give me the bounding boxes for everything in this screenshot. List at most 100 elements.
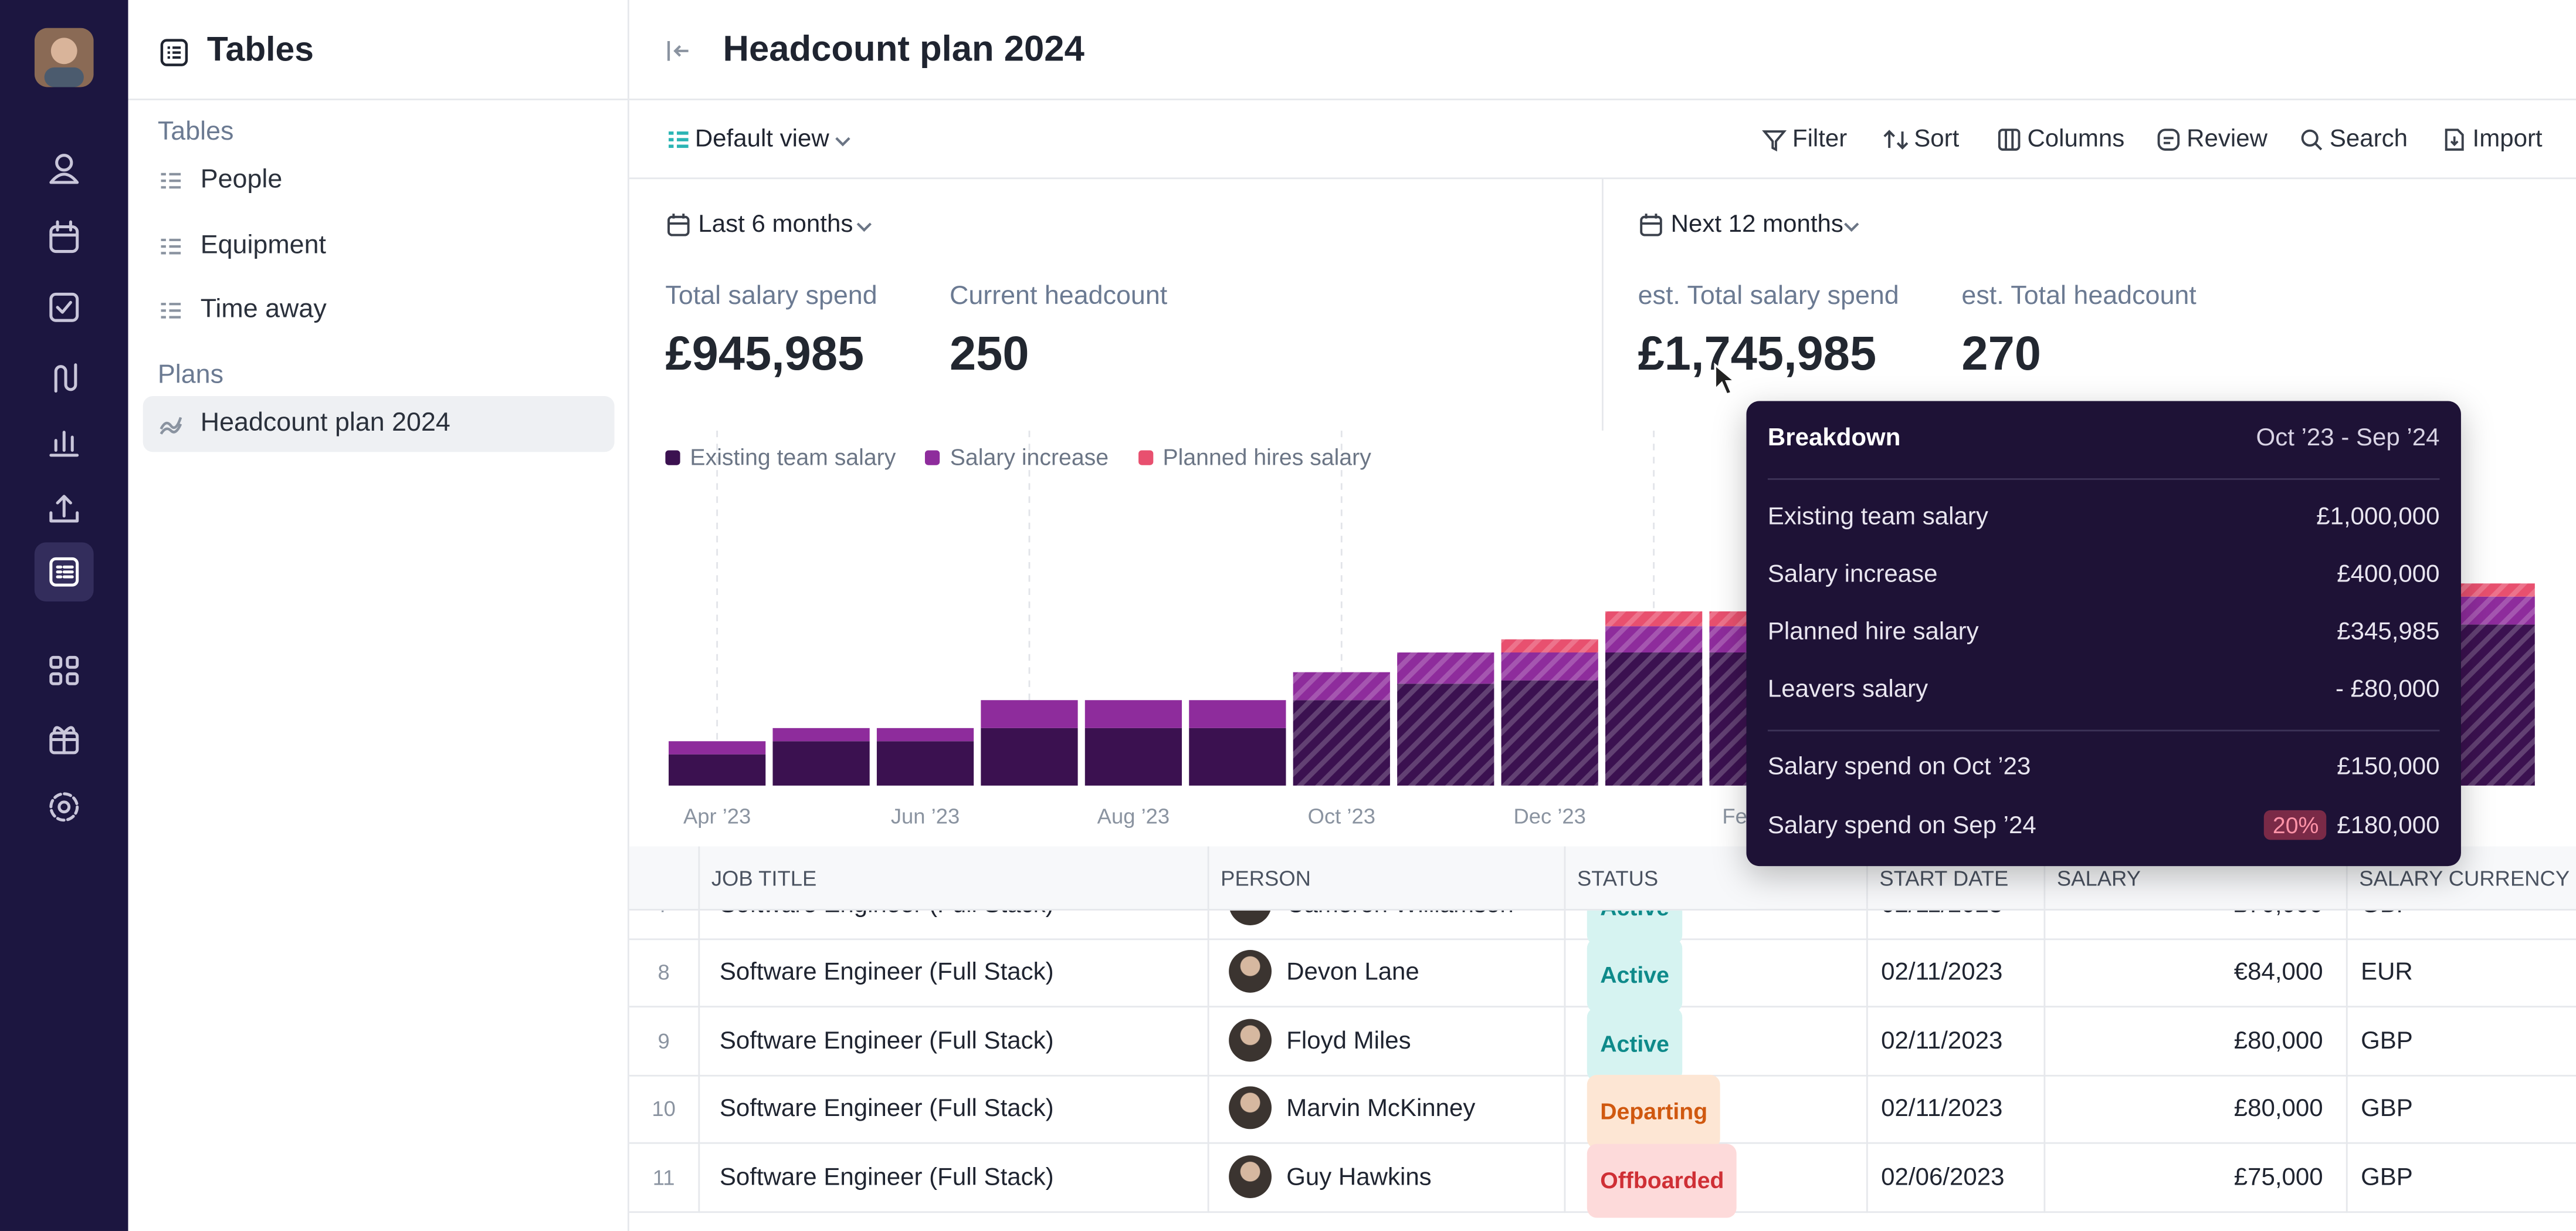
table-row[interactable]: 7 Software Engineer (Full Stack) Cameron W… — [629, 908, 2576, 945]
tooltip-header: Breakdown Oct ’23 - Sep ’24 — [1768, 424, 2440, 452]
table-row[interactable]: 10 Software Engineer (Full Stack) Marvin M… — [629, 1075, 2576, 1149]
column-header[interactable]: SALARY — [2056, 866, 2141, 891]
grid-divider — [1564, 939, 1566, 1009]
column-header[interactable]: JOB TITLE — [711, 866, 817, 891]
nav-apps[interactable] — [49, 655, 79, 685]
sidebar-item-label: Equipment — [200, 231, 327, 259]
period-selector[interactable]: Last 6 months — [698, 210, 853, 239]
divider — [1767, 478, 2440, 480]
job-title: Software Engineer (Full Stack) — [719, 1027, 1054, 1055]
kpi-value: £1,745,985 — [1638, 329, 1877, 381]
x-tick-label: Aug ’23 — [1097, 804, 1170, 828]
salary: €84,000 — [2233, 959, 2323, 987]
grid-divider — [1207, 1075, 1209, 1145]
sidebar-item[interactable]: People — [143, 153, 615, 208]
toolbar-action[interactable]: Columns — [2027, 124, 2125, 153]
person-avatar — [1229, 1154, 1272, 1198]
bar-segment — [1501, 652, 1598, 681]
bar-segment — [1397, 684, 1494, 786]
nav-tasks[interactable] — [49, 292, 79, 322]
nav-flow[interactable] — [54, 363, 77, 393]
status-badge: Active — [1587, 939, 1683, 1013]
nav-calendar[interactable] — [49, 220, 79, 253]
toolbar-action[interactable]: Review — [2187, 124, 2267, 153]
nav-gifts[interactable] — [49, 726, 79, 755]
sidebar-item[interactable]: Time away — [143, 283, 615, 339]
bar-segment — [1397, 652, 1494, 684]
column-header[interactable]: STATUS — [1577, 866, 1659, 891]
action-icon — [2157, 128, 2180, 151]
legend-item: Planned hires salary — [1138, 444, 1371, 470]
start-date: 02/11/2023 — [1881, 1095, 2003, 1123]
chevron — [1844, 222, 1859, 232]
tooltip-row: Salary increase £400,000 — [1768, 560, 2440, 589]
sidebar-item-label: People — [200, 165, 283, 194]
column-header[interactable]: START DATE — [1879, 866, 2009, 891]
table-row[interactable]: 9 Software Engineer (Full Stack) Floyd Mil… — [629, 1007, 2576, 1081]
person-name: Devon Lane — [1286, 959, 1419, 987]
bar-segment — [1084, 700, 1182, 728]
table-row[interactable]: 8 Software Engineer (Full Stack) Devon Lan… — [629, 939, 2576, 1013]
status-badge: Active — [1587, 1007, 1683, 1081]
row-number: 7 — [629, 909, 699, 938]
status-badge: Active — [1587, 908, 1683, 945]
nav-reports[interactable] — [49, 431, 79, 457]
nav-export[interactable] — [49, 495, 79, 523]
kpi-value: 270 — [1961, 329, 2041, 381]
view-selector[interactable]: Default view — [694, 124, 829, 153]
grid-divider — [2345, 1143, 2348, 1213]
toolbar-action[interactable]: Import — [2472, 124, 2543, 153]
start-date: 02/11/2023 — [1881, 1027, 2003, 1055]
bar-segment — [772, 728, 870, 742]
kpi-label: est. Total salary spend — [1638, 282, 1899, 311]
sidebar-item[interactable]: Headcount plan 2024 — [143, 395, 615, 451]
tooltip-value: £400,000 — [2337, 560, 2440, 589]
column-header[interactable]: SALARY CURRENCY — [2359, 866, 2570, 891]
status-cell: Offboarded — [1587, 1143, 1737, 1218]
table-icon — [161, 173, 181, 189]
status-cell: Active — [1587, 939, 1683, 1013]
bar-segment — [1293, 672, 1390, 701]
bar-segment — [981, 700, 1078, 728]
bar-segment — [981, 728, 1078, 786]
tooltip-total: Salary spend on Sep ’24 20% £180,000 — [1768, 810, 2440, 840]
period-selector[interactable]: Next 12 months — [1670, 210, 1843, 239]
status-badge: Offboarded — [1587, 1143, 1737, 1218]
nav-settings[interactable] — [49, 792, 79, 822]
person-name: Cameron Williamson — [1286, 909, 1514, 938]
column-header[interactable]: PERSON — [1221, 866, 1311, 891]
tooltip-total: Salary spend on Oct ’23 £150,000 — [1768, 753, 2440, 781]
tooltip-row: Existing team salary £1,000,000 — [1768, 503, 2440, 531]
tooltip-label: Salary spend on Oct ’23 — [1767, 752, 2031, 781]
legend-label: Planned hires salary — [1162, 444, 1371, 471]
nav-tables[interactable] — [49, 557, 79, 587]
legend-item: Salary increase — [925, 444, 1109, 471]
x-tick-label: Apr ’23 — [683, 804, 751, 828]
toolbar-action[interactable]: Filter — [1792, 124, 1848, 153]
bar-segment — [1605, 626, 1703, 653]
sidebar-title: Tables — [206, 31, 314, 69]
grid-divider — [1564, 908, 1566, 941]
nav-people[interactable] — [49, 154, 79, 184]
sidebar-item[interactable]: Equipment — [143, 218, 615, 273]
legend-label: Salary increase — [950, 444, 1109, 471]
user-avatar[interactable] — [34, 28, 94, 87]
table-row[interactable]: 11 Software Engineer (Full Stack) Guy Hawk… — [629, 1143, 2576, 1218]
grid-divider — [2345, 1007, 2348, 1077]
grid-divider — [1866, 1075, 1868, 1145]
tooltip-value: - £80,000 — [2335, 675, 2440, 704]
x-tick-label: Oct ’23 — [1308, 804, 1375, 828]
table-icon — [161, 303, 181, 319]
chevron — [835, 137, 850, 147]
tooltip-row: Planned hire salary £345,985 — [1768, 618, 2440, 646]
grid-divider — [2345, 846, 2348, 909]
bar-segment — [1605, 611, 1703, 627]
toolbar-action[interactable]: Sort — [1914, 124, 1960, 153]
table-body: 7 Software Engineer (Full Stack) Cameron W… — [629, 908, 2576, 1231]
calendar-icon — [667, 214, 690, 236]
toolbar-action[interactable]: Search — [2329, 124, 2408, 153]
bar-segment — [2438, 583, 2535, 597]
grid-divider — [1564, 1143, 1566, 1213]
job-title: Software Engineer (Full Stack) — [719, 959, 1054, 987]
